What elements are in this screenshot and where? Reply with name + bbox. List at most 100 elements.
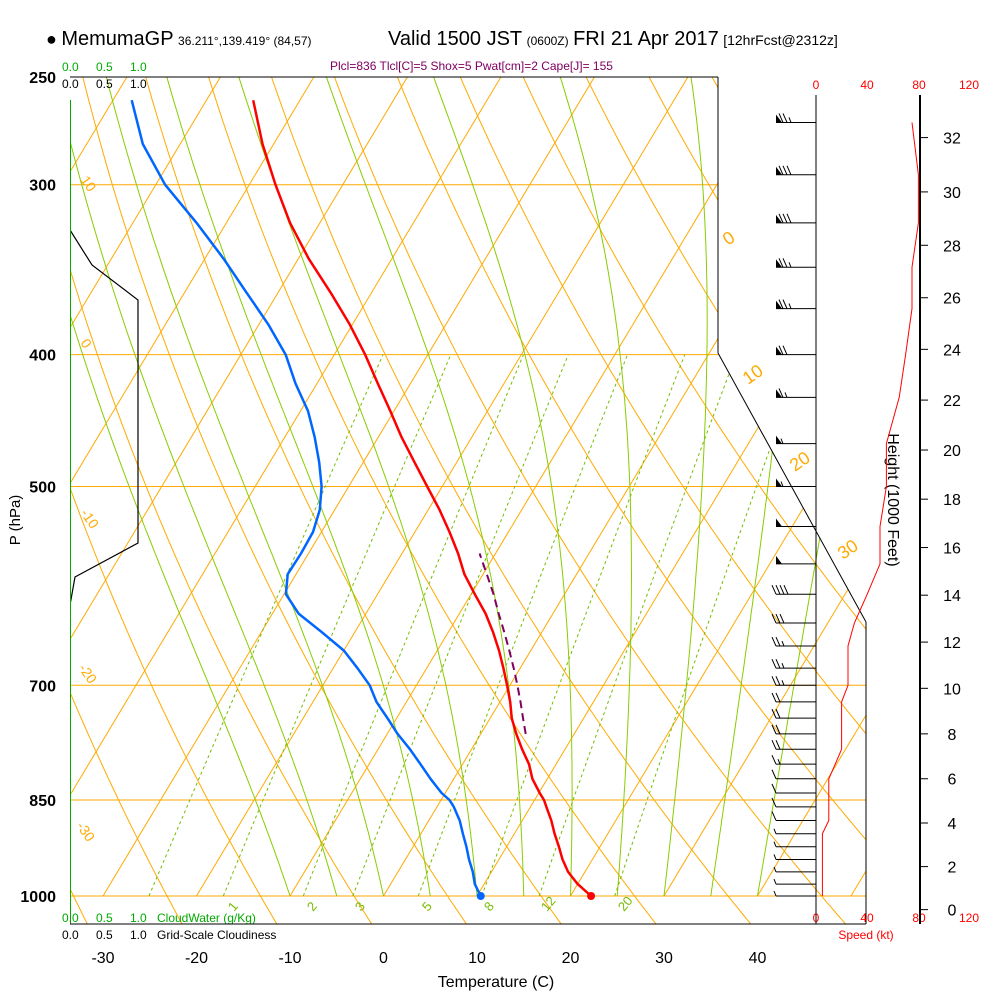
isotherm-line bbox=[476, 246, 866, 897]
temperature-tick-label: -10 bbox=[278, 950, 301, 967]
dry-adiabat-line bbox=[459, 77, 866, 735]
wind-barb-pennant bbox=[776, 166, 782, 175]
wind-barb-full bbox=[775, 724, 781, 735]
cloudwater-scale-bottom: 0.5 bbox=[96, 911, 113, 925]
height-tick-label: 26 bbox=[943, 291, 961, 308]
cloudwater-scale-top: 0.0 bbox=[62, 60, 79, 74]
mixing-ratio-line bbox=[222, 354, 452, 897]
mixing-ratio-label: 5 bbox=[419, 899, 435, 914]
plot-boundary-diagonal bbox=[717, 352, 867, 623]
mixing-ratio-label: 3 bbox=[352, 899, 368, 914]
sounding-series bbox=[70, 99, 596, 924]
height-tick-label: 10 bbox=[943, 681, 961, 698]
wind-barb-half bbox=[773, 854, 777, 860]
wind-barb-half bbox=[781, 640, 785, 647]
wind-barb-half bbox=[773, 828, 777, 834]
mixing-ratio-line bbox=[148, 354, 384, 897]
pressure-tick-label: 400 bbox=[29, 348, 56, 365]
temperature-tick-label: -30 bbox=[91, 950, 114, 967]
dry-adiabat-line bbox=[82, 77, 468, 924]
wind-barb-full bbox=[771, 769, 777, 779]
temperature-line bbox=[251, 99, 592, 897]
wind-barb-pennant bbox=[776, 346, 782, 355]
wind-barb-half bbox=[773, 841, 777, 847]
wind-barb-full bbox=[775, 676, 781, 686]
height-tick-label: 28 bbox=[943, 238, 961, 255]
y-axis-label: P (hPa) bbox=[7, 495, 24, 546]
moist-adiabat-line bbox=[559, 77, 632, 897]
mixing-ratio-label: 8 bbox=[481, 899, 497, 914]
dry-adiabat-label: -30 bbox=[74, 819, 99, 845]
wind-barb-pennant bbox=[776, 259, 782, 268]
wind-barb-full bbox=[775, 658, 781, 669]
cloudiness-profile bbox=[70, 229, 139, 606]
wind-barb-full bbox=[786, 213, 792, 224]
isotherm-line bbox=[196, 77, 689, 897]
isotherm-line bbox=[70, 77, 315, 485]
wind-barb-full bbox=[775, 692, 781, 703]
parcel-line bbox=[478, 553, 527, 735]
wind-barb-pennant bbox=[776, 435, 782, 444]
mixing-ratio-line bbox=[352, 354, 569, 897]
isotherm-line bbox=[102, 77, 595, 897]
wind-barb-full bbox=[775, 585, 781, 595]
forecast-info: [12hrFcst@2312z] bbox=[723, 32, 838, 48]
wind-barb-full bbox=[779, 613, 785, 624]
mixing-ratio-line bbox=[302, 354, 524, 897]
wind-barb-full bbox=[771, 676, 777, 686]
wind-barb-half bbox=[777, 758, 781, 765]
dry-adiabat-label: 10 bbox=[78, 173, 100, 195]
wind-barb-full bbox=[771, 724, 777, 735]
wind-barb-full bbox=[771, 797, 777, 808]
surface-temperature-point bbox=[587, 892, 596, 900]
temperature-tick-label: -20 bbox=[185, 950, 208, 967]
wind-speed-tick-top: 40 bbox=[860, 78, 874, 92]
moist-adiabat-line bbox=[166, 77, 431, 897]
wind-barb-full bbox=[778, 345, 784, 355]
wind-barb-full bbox=[778, 165, 784, 175]
pressure-tick-label: 250 bbox=[29, 70, 56, 87]
mixing-ratio-line bbox=[538, 354, 737, 897]
wind-barb-half bbox=[784, 392, 788, 398]
dry-adiabat-label: -10 bbox=[78, 506, 103, 532]
wind-barb-full bbox=[775, 636, 781, 647]
valid-time: Valid 1500 JST (0600Z) FRI 21 Apr 2017 [… bbox=[388, 28, 838, 51]
height-tick-label: 16 bbox=[943, 541, 961, 558]
wind-barb-pennant bbox=[776, 478, 782, 487]
dry-adiabat-label: 0 bbox=[78, 336, 96, 352]
chart-axes bbox=[70, 76, 928, 925]
mixing-ratio-line bbox=[481, 354, 686, 897]
wind-barb-half bbox=[781, 680, 785, 686]
pressure-tick-label: 700 bbox=[29, 678, 56, 695]
wind-barb-full bbox=[771, 692, 777, 703]
mixing-ratio-line bbox=[614, 354, 805, 897]
wind-barb-full bbox=[771, 636, 777, 647]
height-tick-label: 20 bbox=[943, 443, 961, 460]
height-tick-label: 24 bbox=[943, 342, 961, 359]
wind-barb-full bbox=[782, 113, 788, 123]
cloudwater-scale-bottom: 1.0 bbox=[130, 911, 147, 925]
wind-barb-full bbox=[778, 388, 784, 398]
plot-area-mask bbox=[718, 77, 866, 622]
dry-adiabat-line bbox=[885, 53, 1000, 925]
dry-adiabat-line bbox=[70, 691, 183, 924]
isotherm-line bbox=[757, 714, 866, 897]
dry-adiabat-line bbox=[948, 53, 1000, 925]
wind-barb-half bbox=[773, 866, 777, 873]
dry-adiabat-line bbox=[396, 77, 866, 841]
wind-barb-half bbox=[788, 262, 792, 268]
dewpoint-line bbox=[130, 99, 482, 897]
height-tick-label: 32 bbox=[943, 131, 961, 148]
wind-barb-pennant bbox=[776, 300, 782, 309]
wind-barb-full bbox=[771, 811, 777, 821]
cloudiness-scale-top: 0.5 bbox=[96, 77, 113, 91]
height-tick-label: 30 bbox=[943, 185, 961, 202]
moist-adiabat-line bbox=[70, 312, 291, 897]
temperature-tick-label: 0 bbox=[379, 950, 388, 967]
height-tick-label: 14 bbox=[943, 588, 961, 605]
moist-adiabat-line bbox=[238, 77, 478, 897]
temperature-tick-label: 10 bbox=[468, 950, 486, 967]
height-tick-label: 4 bbox=[948, 816, 957, 833]
wind-barb-half bbox=[788, 117, 792, 123]
isotherm-line bbox=[850, 870, 866, 897]
